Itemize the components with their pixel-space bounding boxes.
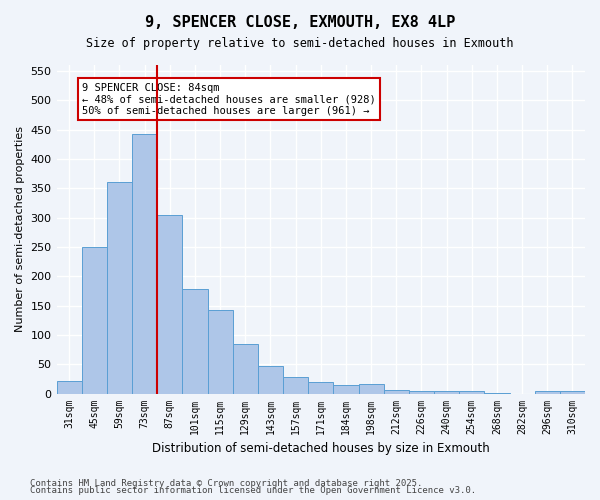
Bar: [258, 366, 283, 394]
Bar: [434, 390, 459, 394]
Bar: [560, 390, 585, 394]
Bar: [359, 384, 383, 394]
Text: 9, SPENCER CLOSE, EXMOUTH, EX8 4LP: 9, SPENCER CLOSE, EXMOUTH, EX8 4LP: [145, 15, 455, 30]
Text: Contains public sector information licensed under the Open Government Licence v3: Contains public sector information licen…: [30, 486, 476, 495]
Bar: [157, 214, 182, 394]
Text: Size of property relative to semi-detached houses in Exmouth: Size of property relative to semi-detach…: [86, 38, 514, 51]
Bar: [409, 390, 434, 394]
Bar: [208, 310, 233, 394]
Bar: [459, 391, 484, 394]
Bar: [107, 182, 132, 394]
Bar: [56, 380, 82, 394]
Y-axis label: Number of semi-detached properties: Number of semi-detached properties: [15, 126, 25, 332]
Bar: [283, 377, 308, 394]
Text: 9 SPENCER CLOSE: 84sqm
← 48% of semi-detached houses are smaller (928)
50% of se: 9 SPENCER CLOSE: 84sqm ← 48% of semi-det…: [82, 82, 376, 116]
Text: Contains HM Land Registry data © Crown copyright and database right 2025.: Contains HM Land Registry data © Crown c…: [30, 478, 422, 488]
Bar: [308, 382, 334, 394]
Bar: [535, 390, 560, 394]
Bar: [233, 344, 258, 394]
X-axis label: Distribution of semi-detached houses by size in Exmouth: Distribution of semi-detached houses by …: [152, 442, 490, 455]
Bar: [484, 393, 509, 394]
Bar: [383, 390, 409, 394]
Bar: [334, 385, 359, 394]
Bar: [132, 134, 157, 394]
Bar: [82, 247, 107, 394]
Bar: [182, 289, 208, 394]
